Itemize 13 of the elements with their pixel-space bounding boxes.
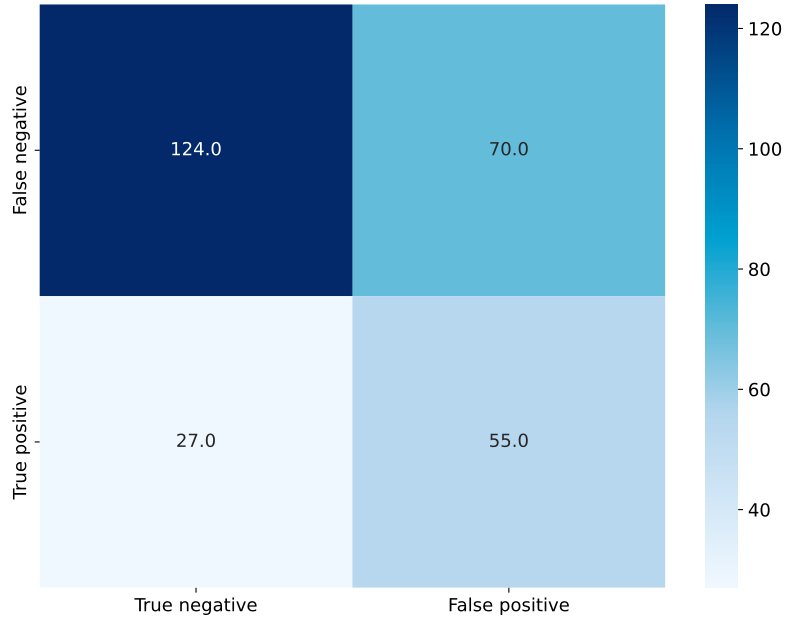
x-tick-label: True negative <box>134 598 257 615</box>
data-label: 55.0 <box>490 434 528 448</box>
x-tick-label: False positive <box>450 598 569 615</box>
color-bar-label: 80 <box>749 262 770 276</box>
data-label: 27.0 <box>177 434 215 448</box>
data-label: 70.0 <box>490 142 528 156</box>
color-bar-label: 100 <box>750 142 782 156</box>
y-tick-label: False negative <box>12 86 30 214</box>
color-bar-label: 120 <box>750 22 782 36</box>
y-tick-label: True positive <box>12 385 30 500</box>
color-bar-label: 40 <box>748 503 770 517</box>
color-bar-label: 60 <box>749 382 770 396</box>
data-label: 124.0 <box>172 142 221 156</box>
